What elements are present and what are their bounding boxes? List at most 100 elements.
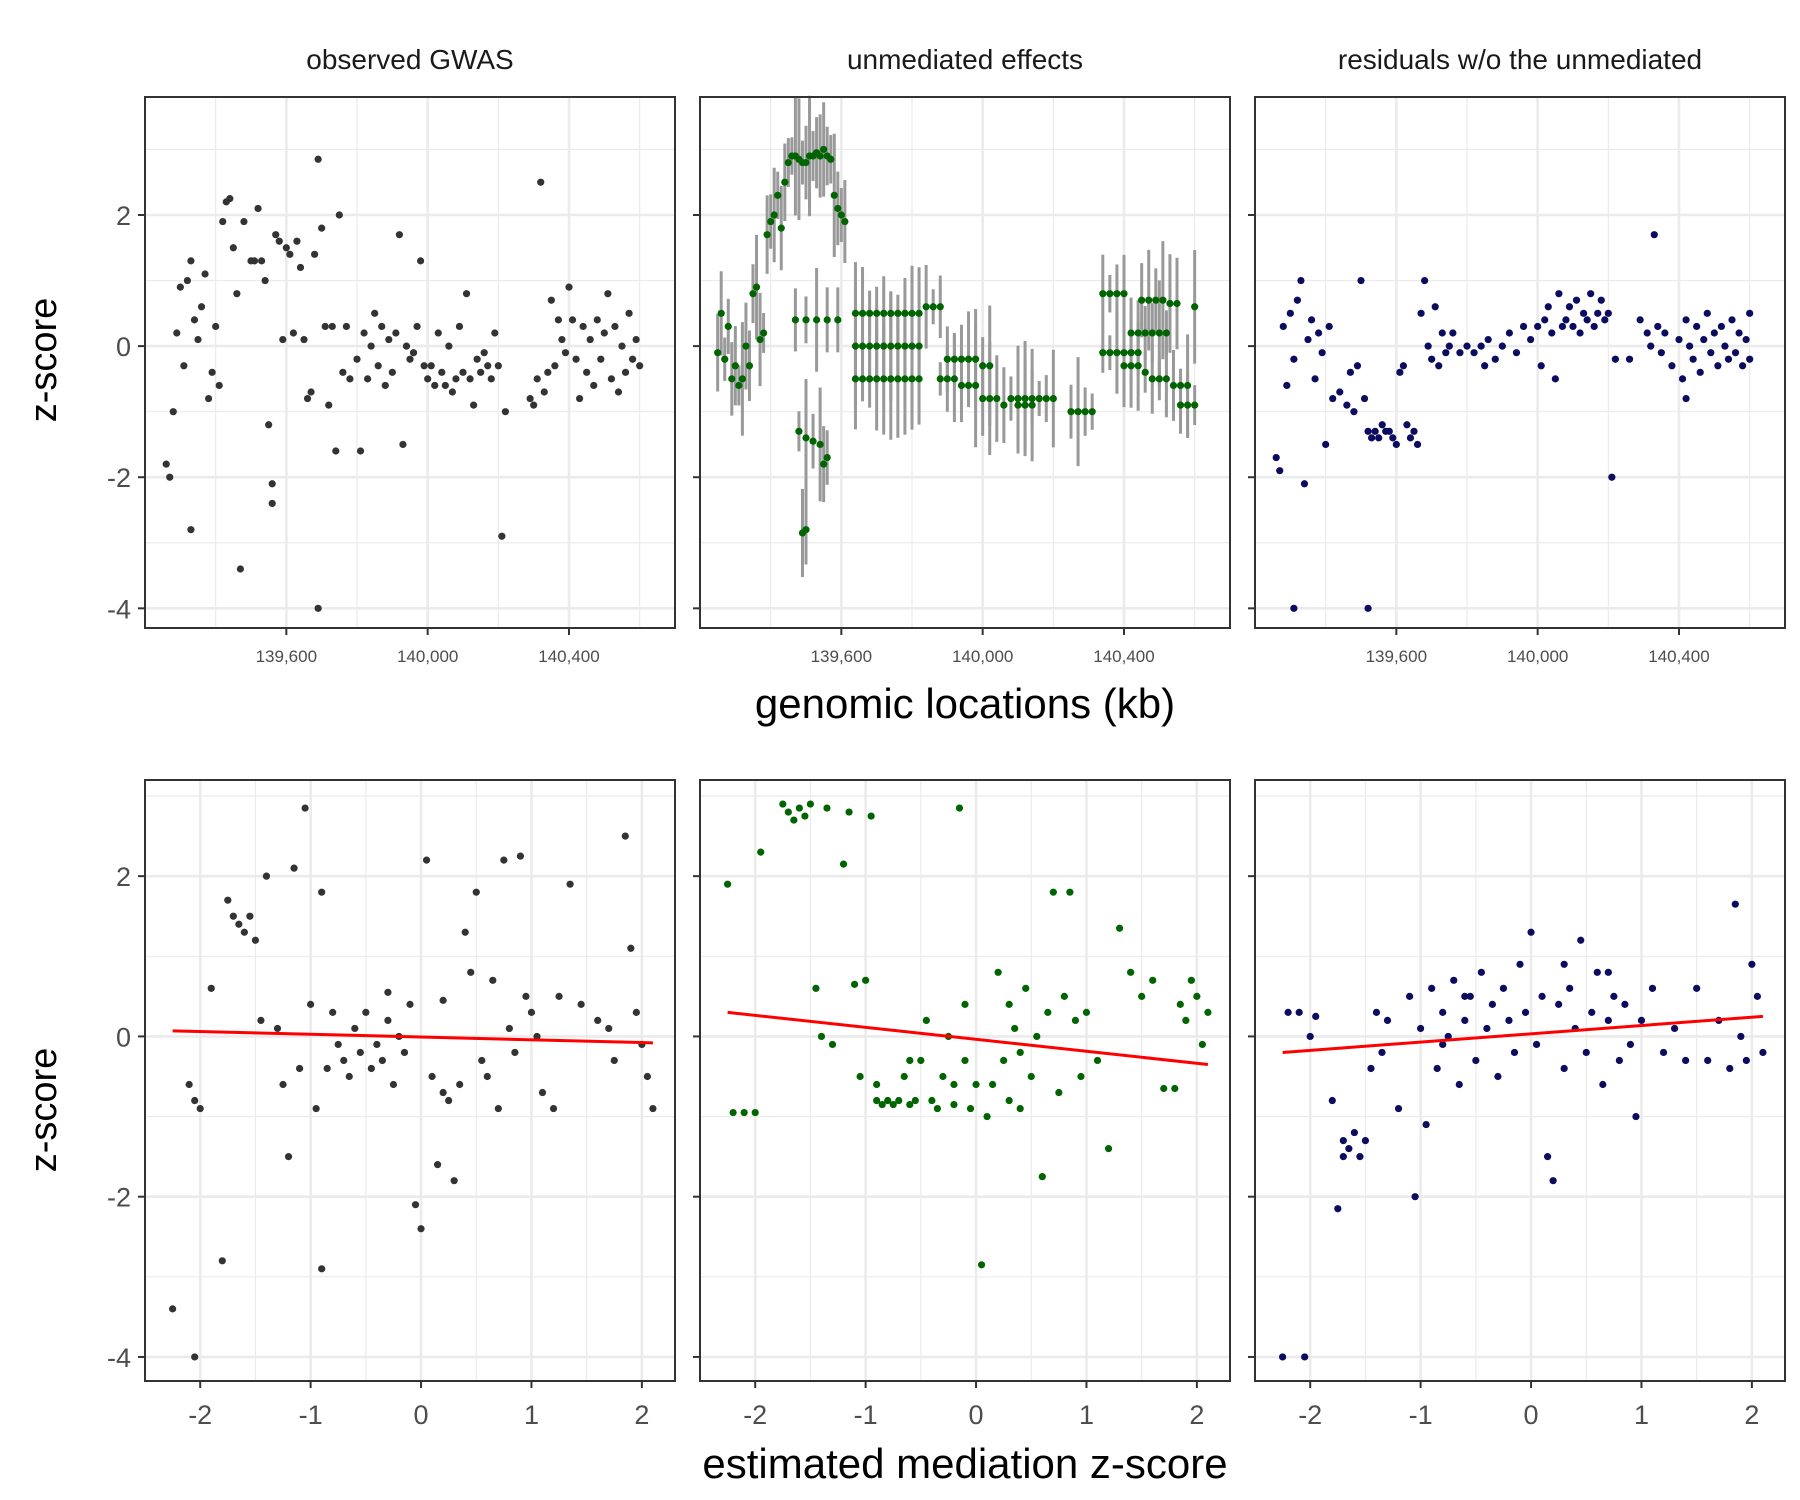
data-point — [834, 204, 842, 213]
data-point — [749, 290, 757, 298]
data-point — [1279, 1353, 1287, 1361]
data-point — [1724, 355, 1733, 363]
data-point — [1541, 316, 1549, 324]
data-point — [1357, 276, 1365, 285]
data-point — [1311, 375, 1319, 383]
data-point — [745, 362, 754, 370]
data-point — [770, 211, 778, 219]
y-tick-label: -2 — [107, 1183, 131, 1213]
data-point — [187, 526, 195, 534]
data-point — [323, 1064, 331, 1073]
data-point — [894, 375, 902, 383]
data-point — [293, 237, 301, 245]
data-point — [1000, 1056, 1008, 1065]
data-point — [593, 316, 601, 324]
data-point — [1067, 408, 1075, 416]
panel-border — [1254, 96, 1786, 629]
data-point — [823, 316, 831, 324]
data-point — [632, 335, 640, 344]
data-point — [1389, 434, 1397, 442]
data-point — [1148, 375, 1156, 383]
data-point — [1647, 342, 1655, 350]
data-point — [1599, 1080, 1607, 1089]
x-axis-title-bottom: estimated mediation z-score — [702, 1440, 1227, 1487]
data-point — [629, 355, 637, 363]
data-point — [1182, 1016, 1190, 1024]
data-point — [597, 355, 605, 363]
data-point — [594, 1016, 602, 1024]
data-point — [307, 1000, 315, 1008]
data-point — [816, 440, 824, 449]
data-point — [1742, 335, 1750, 344]
data-point — [1000, 401, 1008, 409]
data-point — [1187, 976, 1195, 984]
data-point — [1590, 322, 1598, 331]
data-point — [1325, 322, 1333, 331]
panel-top-left: 139,600 140,000 140,400 -4 -2 0 2 observed GWAS — [107, 44, 676, 666]
data-point — [1028, 401, 1036, 409]
data-point — [484, 362, 492, 370]
data-point — [1445, 342, 1453, 350]
data-point — [1176, 381, 1185, 390]
data-point — [547, 296, 555, 304]
data-point — [738, 375, 747, 383]
data-point — [823, 804, 831, 812]
data-point — [1293, 296, 1301, 304]
data-point — [279, 1080, 287, 1089]
data-point — [1678, 375, 1687, 383]
data-point — [1466, 992, 1474, 1000]
data-point — [1481, 362, 1489, 370]
data-point — [498, 532, 506, 540]
data-point — [445, 1096, 453, 1105]
panels-layer: 139,600 140,000 140,400 -4 -2 0 2 observed GWAS… — [107, 44, 1786, 1430]
data-point — [314, 604, 322, 612]
data-point — [540, 388, 548, 396]
data-point — [516, 852, 525, 860]
data-point — [1378, 1048, 1386, 1057]
data-point — [196, 1104, 204, 1113]
data-point — [933, 1104, 941, 1113]
data-point — [1608, 473, 1616, 481]
data-point — [236, 565, 244, 573]
data-point — [1604, 1016, 1612, 1024]
data-point — [417, 257, 425, 265]
data-point — [289, 329, 297, 337]
data-point — [950, 375, 959, 383]
data-point — [1588, 1008, 1596, 1016]
data-point — [194, 335, 202, 344]
data-point — [1558, 322, 1566, 331]
data-point — [943, 355, 951, 363]
data-point — [431, 381, 439, 390]
data-point — [362, 1008, 370, 1016]
data-point — [197, 303, 206, 311]
data-point — [906, 1056, 914, 1065]
data-point — [887, 342, 895, 350]
data-point — [1560, 960, 1568, 968]
data-point — [632, 1008, 640, 1016]
data-point — [1748, 960, 1756, 968]
data-point — [812, 984, 820, 992]
data-point — [820, 145, 828, 154]
data-point — [1077, 1072, 1085, 1081]
data-point — [1360, 394, 1369, 403]
data-point — [360, 329, 368, 337]
data-point — [1704, 1056, 1712, 1065]
data-point — [1498, 342, 1506, 350]
x-tick-label: -1 — [854, 1400, 878, 1430]
data-point — [1198, 1040, 1206, 1049]
data-point — [906, 1100, 914, 1109]
data-point — [218, 1257, 226, 1265]
data-point — [790, 816, 798, 824]
x-tick-label: 140,000 — [1507, 647, 1568, 666]
data-point — [307, 388, 315, 396]
data-point — [1113, 290, 1121, 298]
y-axis-title-top: z-score — [23, 298, 65, 423]
data-point — [334, 1040, 342, 1049]
data-point — [1191, 401, 1199, 409]
data-point — [537, 178, 545, 186]
x-tick-label: 2 — [1744, 1400, 1759, 1430]
data-point — [1403, 421, 1411, 429]
data-point — [185, 1080, 193, 1089]
data-point — [381, 381, 389, 390]
data-point — [300, 335, 308, 344]
